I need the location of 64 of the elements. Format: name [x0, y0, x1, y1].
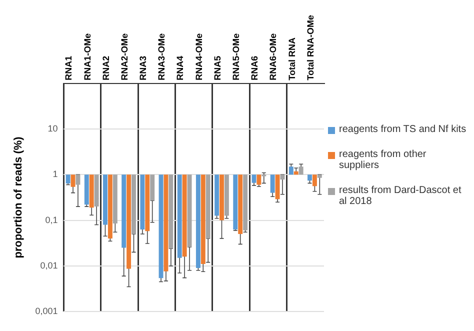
bar	[298, 166, 304, 175]
bar	[288, 166, 294, 175]
bar	[270, 174, 275, 193]
bar	[76, 174, 80, 185]
x-tick-label: Total RNA-OMe	[305, 14, 316, 80]
bar	[132, 174, 136, 234]
bar	[200, 174, 206, 264]
bar	[243, 174, 248, 230]
bar	[196, 174, 200, 268]
bar	[145, 174, 150, 232]
bar	[168, 174, 174, 249]
bar	[220, 174, 224, 220]
x-tick-label: RNA2	[100, 56, 111, 80]
bar	[214, 174, 220, 216]
bar	[158, 174, 164, 278]
legend-label: reagents from other suppliers	[339, 149, 428, 171]
bar	[177, 174, 182, 258]
bar	[66, 174, 70, 184]
bar	[108, 174, 112, 238]
bar	[84, 174, 89, 205]
x-tick-label: RNA5	[212, 56, 222, 80]
bar	[280, 174, 285, 180]
bar	[89, 174, 94, 208]
y-tick-label: 1	[52, 169, 58, 180]
bar	[150, 174, 155, 201]
bar	[224, 174, 229, 216]
bar	[94, 174, 99, 207]
bar	[122, 174, 126, 248]
bar	[275, 174, 280, 200]
bar	[126, 174, 132, 269]
x-tick-label: RNA4-OMe	[194, 33, 204, 80]
x-tick-label: RNA3-OMe	[156, 33, 167, 80]
x-tick-label: RNA5-OMe	[231, 33, 242, 80]
bar	[317, 174, 322, 178]
bar	[233, 174, 238, 230]
bar	[206, 174, 210, 238]
bar	[294, 171, 298, 175]
bar	[256, 174, 262, 185]
x-tick-label: RNA1	[64, 56, 74, 80]
y-axis-title: proportion of reads (%)	[12, 136, 25, 258]
bar	[103, 174, 108, 225]
bar	[70, 174, 76, 187]
x-tick-label: Total RNA	[286, 37, 297, 80]
y-tick-label: 0,001	[35, 306, 58, 316]
x-tick-label: RNA1-OMe	[82, 33, 92, 80]
bar	[164, 174, 168, 272]
bar	[140, 174, 145, 230]
x-tick-label: RNA3	[138, 56, 148, 80]
legend-label: reagents from TS and Nf kits	[339, 124, 466, 135]
bar	[252, 174, 256, 183]
x-tick-label: RNA4	[175, 56, 186, 80]
bar	[182, 174, 187, 257]
x-tick-label: RNA6	[250, 56, 260, 80]
bar	[308, 174, 312, 181]
bar	[312, 174, 317, 186]
bar	[112, 174, 118, 224]
y-tick-label: 10	[48, 123, 58, 134]
bar	[238, 174, 243, 234]
x-tick-label: RNA2-OMe	[119, 33, 130, 80]
bar	[187, 174, 192, 247]
y-tick-label: 0,1	[45, 214, 58, 225]
y-tick-label: 0,01	[40, 260, 58, 270]
legend-label: results from Dard-Dascot et al 2018	[339, 185, 462, 207]
x-tick-label: RNA6-OMe	[268, 33, 278, 80]
